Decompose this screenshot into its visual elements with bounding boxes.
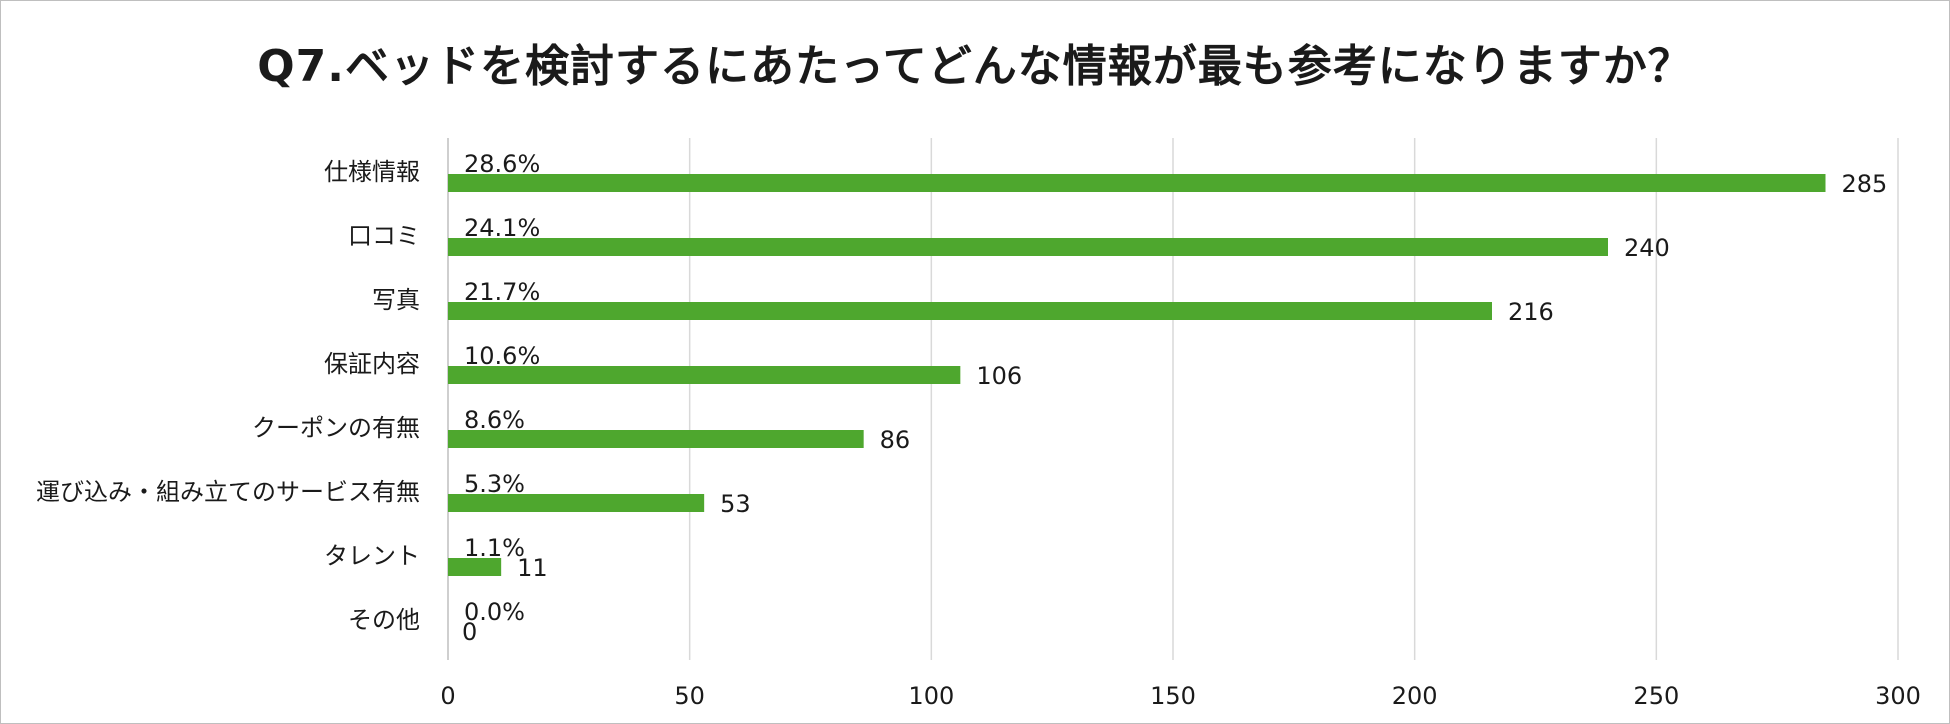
percent-label: 28.6%: [464, 150, 540, 178]
value-label: 106: [976, 362, 1022, 390]
x-tick-label: 50: [674, 682, 705, 710]
x-tick-label: 150: [1150, 682, 1196, 710]
percent-label: 5.3%: [464, 470, 525, 498]
x-tick-label: 0: [440, 682, 455, 710]
bar-2: [448, 302, 1492, 320]
category-label: 運び込み・組み立てのサービス有無: [36, 478, 420, 506]
bar-3: [448, 366, 961, 384]
bar-0: [448, 174, 1826, 192]
x-tick-label: 250: [1633, 682, 1679, 710]
value-label: 285: [1842, 170, 1888, 198]
bar-1: [448, 238, 1608, 256]
bar-4: [448, 430, 864, 448]
category-label: 保証内容: [324, 350, 420, 378]
value-label: 53: [720, 490, 751, 518]
bar-6: [448, 558, 502, 576]
category-label: その他: [348, 606, 420, 634]
x-tick-label: 100: [908, 682, 954, 710]
x-axis: 0 50 100 150 200 250 300: [440, 682, 1921, 710]
category-label: 仕様情報: [324, 158, 420, 186]
percent-label: 8.6%: [464, 406, 525, 434]
percent-label: 21.7%: [464, 278, 540, 306]
category-label: 写真: [372, 286, 420, 314]
value-label: 216: [1508, 298, 1554, 326]
category-label: クーポンの有無: [252, 414, 420, 442]
category-label: 口コミ: [348, 222, 420, 250]
bars: [448, 174, 1826, 576]
value-label: 0: [462, 618, 477, 646]
value-label: 11: [517, 554, 548, 582]
percent-label: 10.6%: [464, 342, 540, 370]
category-label: タレント: [324, 542, 420, 570]
bar-5: [448, 494, 705, 512]
value-label: 86: [880, 426, 911, 454]
gridlines: [447, 138, 1899, 660]
labels: 仕様情報 28.6% 285 口コミ 24.1% 240 写真 21.7% 216 保証内容 10.…: [36, 150, 1887, 646]
percent-label: 24.1%: [464, 214, 540, 242]
percent-label: 1.1%: [464, 534, 525, 562]
x-tick-label: 300: [1875, 682, 1921, 710]
percent-label: 0.0%: [464, 598, 525, 626]
chart-title: Q7.ベッドを検討するにあたってどんな情報が最も参考になりますか？: [257, 41, 1693, 92]
x-tick-label: 200: [1392, 682, 1438, 710]
value-label: 240: [1624, 234, 1670, 262]
